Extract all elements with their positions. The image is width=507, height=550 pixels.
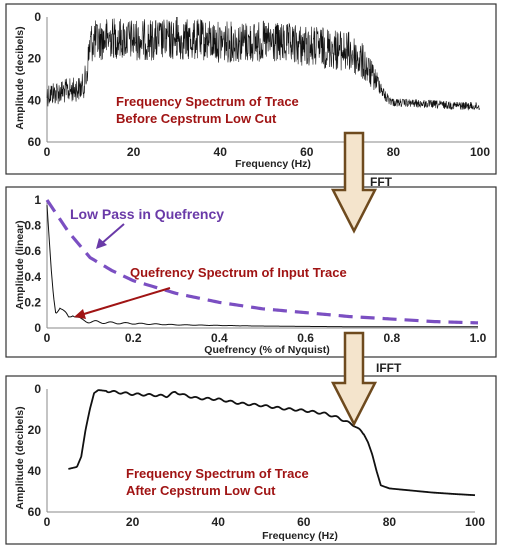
top-x-tick-label: 0 [44,145,51,159]
arrow-lowpass-pointer [96,223,125,249]
top-y-tick-label: 60 [28,135,42,149]
bottom-x-tick-label: 60 [297,515,311,529]
bottom-x-tick-label: 100 [465,515,485,529]
middle-x-tick-label: 0.8 [383,331,400,345]
top-x-tick-label: 100 [470,145,490,159]
middle-y-tick-label: 0.8 [24,219,41,233]
panel-before-cut: 0 20 40 60 80 100 0 20 40 60 Frequency (Hz) Ampli… [5,3,497,175]
y-axis-label-bottom: Amplitude (decibels) [14,406,26,509]
bottom-y-tick-label: 20 [28,423,42,437]
series-lowpass [45,199,479,325]
ifft-arrow [330,331,378,427]
bottom-x-tick-label: 20 [126,515,140,529]
ifft-label: IFFT [376,361,402,375]
bottom-y-tick-label: 0 [34,382,41,396]
series-before-cut [46,18,481,111]
arrow-spectrum-pointer [74,287,171,319]
axes-bottom: 0 20 40 60 80 100 0 20 40 60 [28,382,486,529]
annotation-after-line1: Frequency Spectrum of Trace [126,466,309,481]
bottom-y-tick-label: 60 [28,505,42,519]
bottom-y-tick-label: 40 [28,464,42,478]
x-axis-label-bottom: Frequency (Hz) [262,530,338,542]
annotation-after-line2: After Cepstrum Low Cut [126,483,276,498]
bottom-x-tick-label: 40 [212,515,226,529]
panel-after-cut: 0 20 40 60 80 100 0 20 40 60 Frequency (Hz) Ampli… [5,375,497,545]
middle-x-tick-label: 1.0 [470,331,487,345]
middle-y-tick-label: 0.6 [24,244,41,258]
panel-quefrency: 0 0.2 0.4 0.6 0.8 1.0 0 0.2 0.4 0.6 0.8 1 Quefrency… [5,186,497,358]
top-y-tick-label: 20 [28,52,42,66]
annotation-quefrency-spectrum: Quefrency Spectrum of Input Trace [130,265,347,280]
plot-area-top [46,17,481,111]
top-y-tick-label: 40 [28,93,42,107]
axes-middle: 0 0.2 0.4 0.6 0.8 1.0 0 0.2 0.4 0.6 0.8 1 [24,193,486,345]
middle-y-tick-label: 0.4 [24,270,41,284]
middle-y-tick-label: 0.2 [24,295,41,309]
plot-area-bottom [68,389,476,497]
bottom-x-tick-label: 80 [383,515,397,529]
middle-x-tick-label: 0.2 [125,331,142,345]
plot-area-middle [45,199,479,328]
series-after-cut [68,389,476,497]
bottom-x-tick-label: 0 [44,515,51,529]
annotation-before-line1: Frequency Spectrum of Trace [116,94,299,109]
y-axis-label-top: Amplitude (decibels) [14,26,26,129]
top-x-tick-label: 20 [127,145,141,159]
fft-label: FFT [370,175,393,189]
x-axis-label-top: Frequency (Hz) [235,158,311,170]
middle-y-tick-label: 1 [34,193,41,207]
panel-frame-middle [5,186,497,358]
middle-x-tick-label: 0.4 [211,331,228,345]
top-y-tick-label: 0 [34,10,41,24]
top-x-tick-label: 80 [387,145,401,159]
middle-x-tick-label: 0 [44,331,51,345]
top-x-tick-label: 60 [300,145,314,159]
middle-y-tick-label: 0 [34,321,41,335]
y-axis-label-middle: Amplitude (linear) [14,220,26,309]
series-quefrency-spectrum [46,205,478,328]
axes-top: 0 20 40 60 80 100 0 20 40 60 [28,10,491,159]
middle-x-tick-label: 0.6 [297,331,314,345]
annotation-lowpass: Low Pass in Quefrency [70,206,224,222]
panel-frame-top [5,3,497,175]
fft-arrow [330,131,378,234]
x-axis-label-middle: Quefrency (% of Nyquist) [204,344,329,356]
top-x-tick-label: 40 [214,145,228,159]
annotation-before-line2: Before Cepstrum Low Cut [116,111,277,126]
